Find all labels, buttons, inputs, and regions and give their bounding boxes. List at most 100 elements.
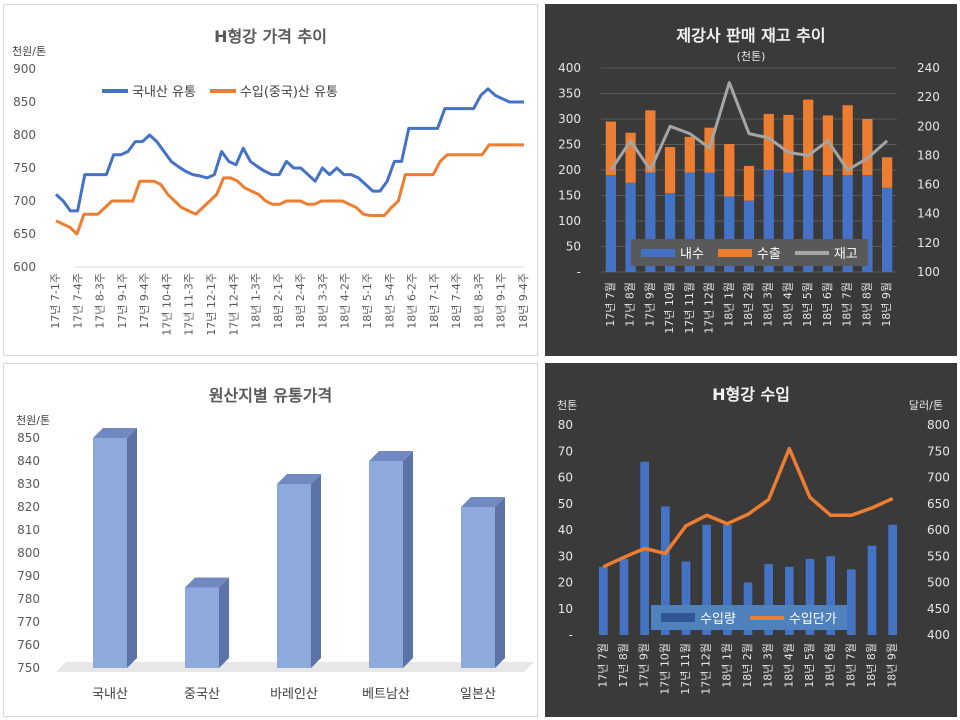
price-trend-chart: 600 650 700 750 800 850 900 17년 7-1주 17년 7-4주 17년…	[13, 62, 530, 336]
inventory-chart-panel: - 50 100 150 200 250 300 350 400 100 120 140 160 180 2…	[545, 4, 957, 356]
x-tick-label: 17년 7월	[604, 282, 617, 327]
y-tick-label: -	[569, 628, 573, 642]
bar-side	[219, 577, 229, 668]
y2-tick-label: 140	[917, 207, 940, 221]
x-tick-label: 18년 4-2주	[339, 273, 352, 329]
x-tick-label: 17년 9-4주	[138, 273, 151, 329]
y-tick-label: 30	[558, 549, 573, 563]
x-tick-label: 18년 1월	[720, 643, 733, 688]
legend-label: 수입량	[700, 612, 736, 627]
y-tick-label: 600	[13, 260, 36, 274]
bar-export	[842, 105, 853, 176]
bar-export	[605, 121, 616, 176]
bar-domestic	[625, 182, 636, 272]
bar-side	[495, 497, 505, 668]
x-tick-label: 18년 8-3주	[472, 273, 485, 329]
bar-export	[882, 157, 893, 188]
y-tick-label: 10	[558, 602, 573, 616]
y-tick-label: 50	[558, 497, 573, 511]
y2-axis-unit: 달러/톤	[908, 399, 943, 412]
legend-swatch	[209, 88, 236, 93]
series-line-domestic	[54, 87, 524, 213]
bar-domestic	[842, 175, 853, 272]
x-tick-label: 18년 7월	[841, 282, 854, 327]
legend-item-domestic: 내수	[641, 243, 704, 262]
bar-export	[625, 132, 636, 183]
bar-import-volume	[888, 524, 898, 635]
x-tick-label: 17년 12월	[700, 643, 713, 695]
origin-price-chart: 750 760 770 780 790 800 810 820 830 840 850 국내산 중국산 바…	[17, 428, 534, 702]
y-tick-label: 60	[558, 471, 573, 485]
x-tick-label: 18년 8월	[860, 282, 873, 327]
y2-tick-label: 600	[927, 523, 950, 537]
y2-tick-label: 400	[927, 628, 950, 642]
sales-inventory-chart: - 50 100 150 200 250 300 350 400 100 120 140 160 180 2…	[558, 61, 940, 334]
y-tick-label: 830	[17, 477, 40, 491]
x-tick-label: 18년 3월	[762, 643, 775, 688]
x-tick-label: 18년 8월	[865, 643, 878, 688]
y2-tick-label: 180	[917, 148, 940, 162]
y2-tick-label: 120	[917, 236, 940, 250]
bar-export	[822, 115, 834, 176]
y2-tick-label: 750	[927, 444, 950, 458]
y-tick-label: 810	[17, 523, 40, 537]
x-tick-label: 18년 3-3주	[316, 273, 329, 329]
bar-domestic	[763, 170, 774, 272]
y-tick-label: 850	[13, 95, 36, 109]
bar-import-volume	[722, 524, 732, 635]
bar-export	[763, 113, 774, 170]
x-tick-label: 17년 7-1주	[49, 273, 62, 329]
legend-swatch	[661, 613, 695, 622]
x-tick-label: 18년 3월	[762, 282, 775, 327]
y-tick-label: 400	[558, 61, 581, 75]
bar-import-volume	[846, 569, 856, 635]
bar-domestic	[645, 172, 656, 272]
y2-tick-label: 220	[917, 90, 940, 104]
bar-import-volume	[764, 564, 774, 635]
bar-domestic	[862, 175, 873, 272]
chart-unit: (천톤)	[736, 50, 766, 63]
series-line-import	[55, 143, 524, 236]
y-tick-label: 900	[13, 62, 36, 76]
x-tick-label: 17년 12월	[703, 282, 716, 334]
bar-domestic	[664, 192, 676, 272]
x-tick-label: 18년 7-1주	[428, 273, 441, 329]
chart-title: 제강사 판매 재고 추이	[676, 26, 826, 45]
bar-export	[645, 110, 656, 173]
y-tick-label: 80	[558, 418, 573, 432]
y-tick-label: 200	[558, 163, 581, 177]
x-tick-label: 17년 9-1주	[116, 273, 129, 329]
bar-import-volume	[702, 524, 712, 635]
legend-swatch	[794, 250, 829, 255]
y-tick-label: 780	[17, 592, 40, 606]
legend-item-inventory: 재고	[794, 243, 858, 262]
legend-item-import: 수입(중국)산 유통	[209, 81, 338, 100]
y2-tick-label: 100	[917, 265, 940, 279]
x-tick-label: 18년 6월	[821, 282, 834, 327]
x-tick-label: 17년 7월	[596, 643, 609, 688]
y-tick-label: 770	[17, 615, 40, 629]
bar-import-volume	[805, 558, 815, 635]
legend-label: 수출	[756, 247, 781, 262]
x-tick-label: 국내산	[92, 687, 128, 702]
x-tick-label: 18년 2월	[742, 282, 755, 327]
y-tick-label: 70	[558, 444, 573, 458]
legend-item-volume: 수입량	[661, 608, 736, 627]
legend-label: 수입단가	[788, 612, 837, 627]
x-tick-label: 17년 10월	[658, 643, 671, 695]
bar-domestic	[803, 170, 814, 272]
bar-domestic	[822, 175, 834, 272]
y-tick-label: 800	[13, 128, 36, 142]
x-tick-label: 18년 7-4주	[450, 273, 463, 329]
x-tick-label: 17년 11-3주	[183, 273, 196, 336]
y-tick-label: 650	[13, 227, 36, 241]
bar-domestic	[783, 172, 794, 272]
bar-top	[277, 474, 321, 484]
import-chart-panel: - 10 20 30 40 50 60 70 80 400 450 500 550 600 650 700 75…	[545, 363, 957, 717]
x-tick-label: 18년 1월	[722, 282, 735, 327]
y-tick-label: 790	[17, 569, 40, 583]
bar-import-volume	[867, 545, 877, 635]
legend-swatch	[717, 248, 752, 257]
x-tick-label: 중국산	[184, 687, 220, 702]
y2-tick-label: 200	[917, 119, 940, 133]
